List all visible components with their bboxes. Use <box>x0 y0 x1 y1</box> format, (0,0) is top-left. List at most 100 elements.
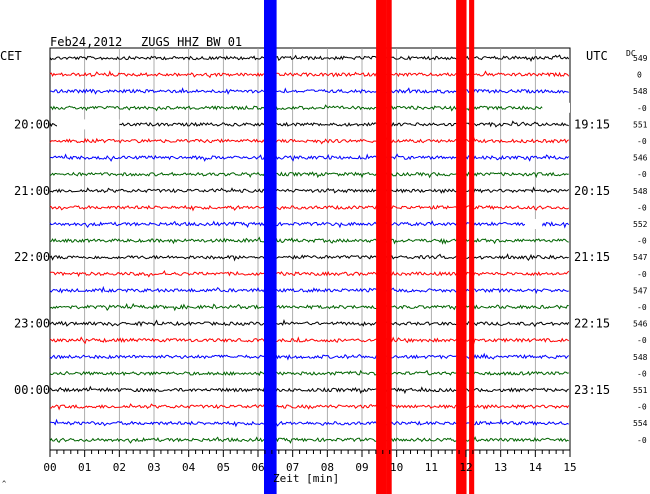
trace-line <box>49 186 570 194</box>
x-tick-label: 05 <box>217 461 230 474</box>
dc-offset-label: 548 <box>633 87 648 96</box>
trace-line <box>49 219 570 229</box>
right-timezone-label: UTC <box>586 49 608 63</box>
event-core <box>458 0 467 494</box>
x-axis-label: Zeit [min] <box>273 472 339 485</box>
x-tick-label: 00 <box>43 461 56 474</box>
trace-line <box>49 436 569 445</box>
event-core <box>378 0 387 494</box>
label-layer: 20:00 21:00 22:00 23:00 00:00 19:15 20:15 21:15… <box>14 54 648 445</box>
trace-line <box>49 336 569 345</box>
x-tick-label: 06 <box>251 461 264 474</box>
x-tick-label: 03 <box>147 461 160 474</box>
corner-mark: ^ <box>2 480 6 488</box>
right-time-label: 22:15 <box>574 317 610 331</box>
right-time-label: 19:15 <box>574 117 610 131</box>
trace-line <box>49 136 569 145</box>
dc-offset-label: -0 <box>637 336 647 345</box>
left-time-label: 22:00 <box>14 250 50 264</box>
dc-offset-label: -0 <box>637 303 647 312</box>
trace-line <box>49 170 569 179</box>
trace-line <box>49 153 570 162</box>
dc-offset-label: 0 <box>637 71 642 80</box>
dc-offset-label: 547 <box>633 286 648 295</box>
trace-line <box>49 302 569 312</box>
event-burst <box>264 0 277 494</box>
right-time-label: 20:15 <box>574 184 610 198</box>
dc-offset-label: 552 <box>633 220 648 229</box>
event-layer <box>264 0 475 494</box>
trace-line <box>50 87 569 95</box>
trace-line <box>49 369 569 377</box>
dc-offset-label: -0 <box>637 369 647 378</box>
dc-offset-label: 551 <box>633 386 648 395</box>
dc-offset-label: 554 <box>633 419 648 428</box>
trace-line <box>49 318 570 328</box>
dc-offset-label: 551 <box>633 120 648 129</box>
trace-line <box>49 120 569 128</box>
data-gap <box>542 102 570 113</box>
trace-line <box>49 104 570 112</box>
dc-offset-label: 549 <box>633 54 648 63</box>
trace-line <box>49 202 569 212</box>
right-time-label: 23:15 <box>574 383 610 397</box>
event-core <box>264 0 273 494</box>
trace-line <box>49 54 570 62</box>
event-burst <box>376 0 392 494</box>
x-tick-label: 01 <box>78 461 91 474</box>
x-tick-label: 11 <box>425 461 438 474</box>
station-label: ZUGS HHZ BW 01 <box>141 35 242 49</box>
x-tick-label: 14 <box>529 461 543 474</box>
x-tick-label: 09 <box>355 461 368 474</box>
dc-offset-label: -0 <box>637 270 647 279</box>
trace-line <box>50 403 570 411</box>
x-tick-label: 08 <box>321 461 334 474</box>
dc-offset-label: -0 <box>637 436 647 445</box>
x-tick-label: 15 <box>563 461 576 474</box>
dc-offset-label: -0 <box>637 203 647 212</box>
left-time-label: 23:00 <box>14 317 50 331</box>
trace-line <box>49 385 569 395</box>
trace-line <box>50 418 569 428</box>
dc-offset-label: 548 <box>633 353 648 362</box>
dc-offset-label: 547 <box>633 253 648 262</box>
trace-line <box>49 236 569 245</box>
dc-offset-label: -0 <box>637 237 647 246</box>
dc-offset-label: 546 <box>633 154 648 163</box>
event-stroke <box>469 0 475 494</box>
trace-line <box>49 285 569 295</box>
event-stroke <box>271 0 275 494</box>
right-time-label: 21:15 <box>574 250 610 264</box>
dc-offset-label: -0 <box>637 403 647 412</box>
trace-line <box>49 352 570 361</box>
dc-offset-label: -0 <box>637 170 647 179</box>
x-tick-label: 07 <box>286 461 299 474</box>
dc-offset-label: 546 <box>633 320 648 329</box>
dc-label: DC <box>626 49 636 58</box>
x-tick-label: 13 <box>494 461 507 474</box>
trace-line <box>49 70 570 79</box>
dc-offset-label: -0 <box>637 104 647 113</box>
plot-frame <box>49 47 571 451</box>
event-burst <box>456 0 475 494</box>
left-time-label: 21:00 <box>14 184 50 198</box>
x-tick-label: 04 <box>182 461 196 474</box>
data-gap <box>524 219 543 229</box>
x-tick-label: 02 <box>113 461 126 474</box>
trace-line <box>49 270 570 278</box>
trace-layer <box>49 54 570 445</box>
gap-layer <box>56 102 570 229</box>
left-time-label: 00:00 <box>14 383 50 397</box>
left-timezone-label: CET <box>0 49 22 63</box>
dc-offset-label: -0 <box>637 137 647 146</box>
x-tick-label: 10 <box>390 461 403 474</box>
dc-offset-label: 548 <box>633 187 648 196</box>
x-tick-label: 12 <box>459 461 472 474</box>
data-gap <box>56 119 120 130</box>
date-label: Feb24,2012 <box>50 35 122 49</box>
event-stroke <box>386 0 390 494</box>
event-stroke <box>376 0 381 494</box>
x-axis: 00 01 02 03 04 05 06 07 08 09 10 11 12 13 14 15 <box>43 450 577 474</box>
left-time-label: 20:00 <box>14 117 50 131</box>
